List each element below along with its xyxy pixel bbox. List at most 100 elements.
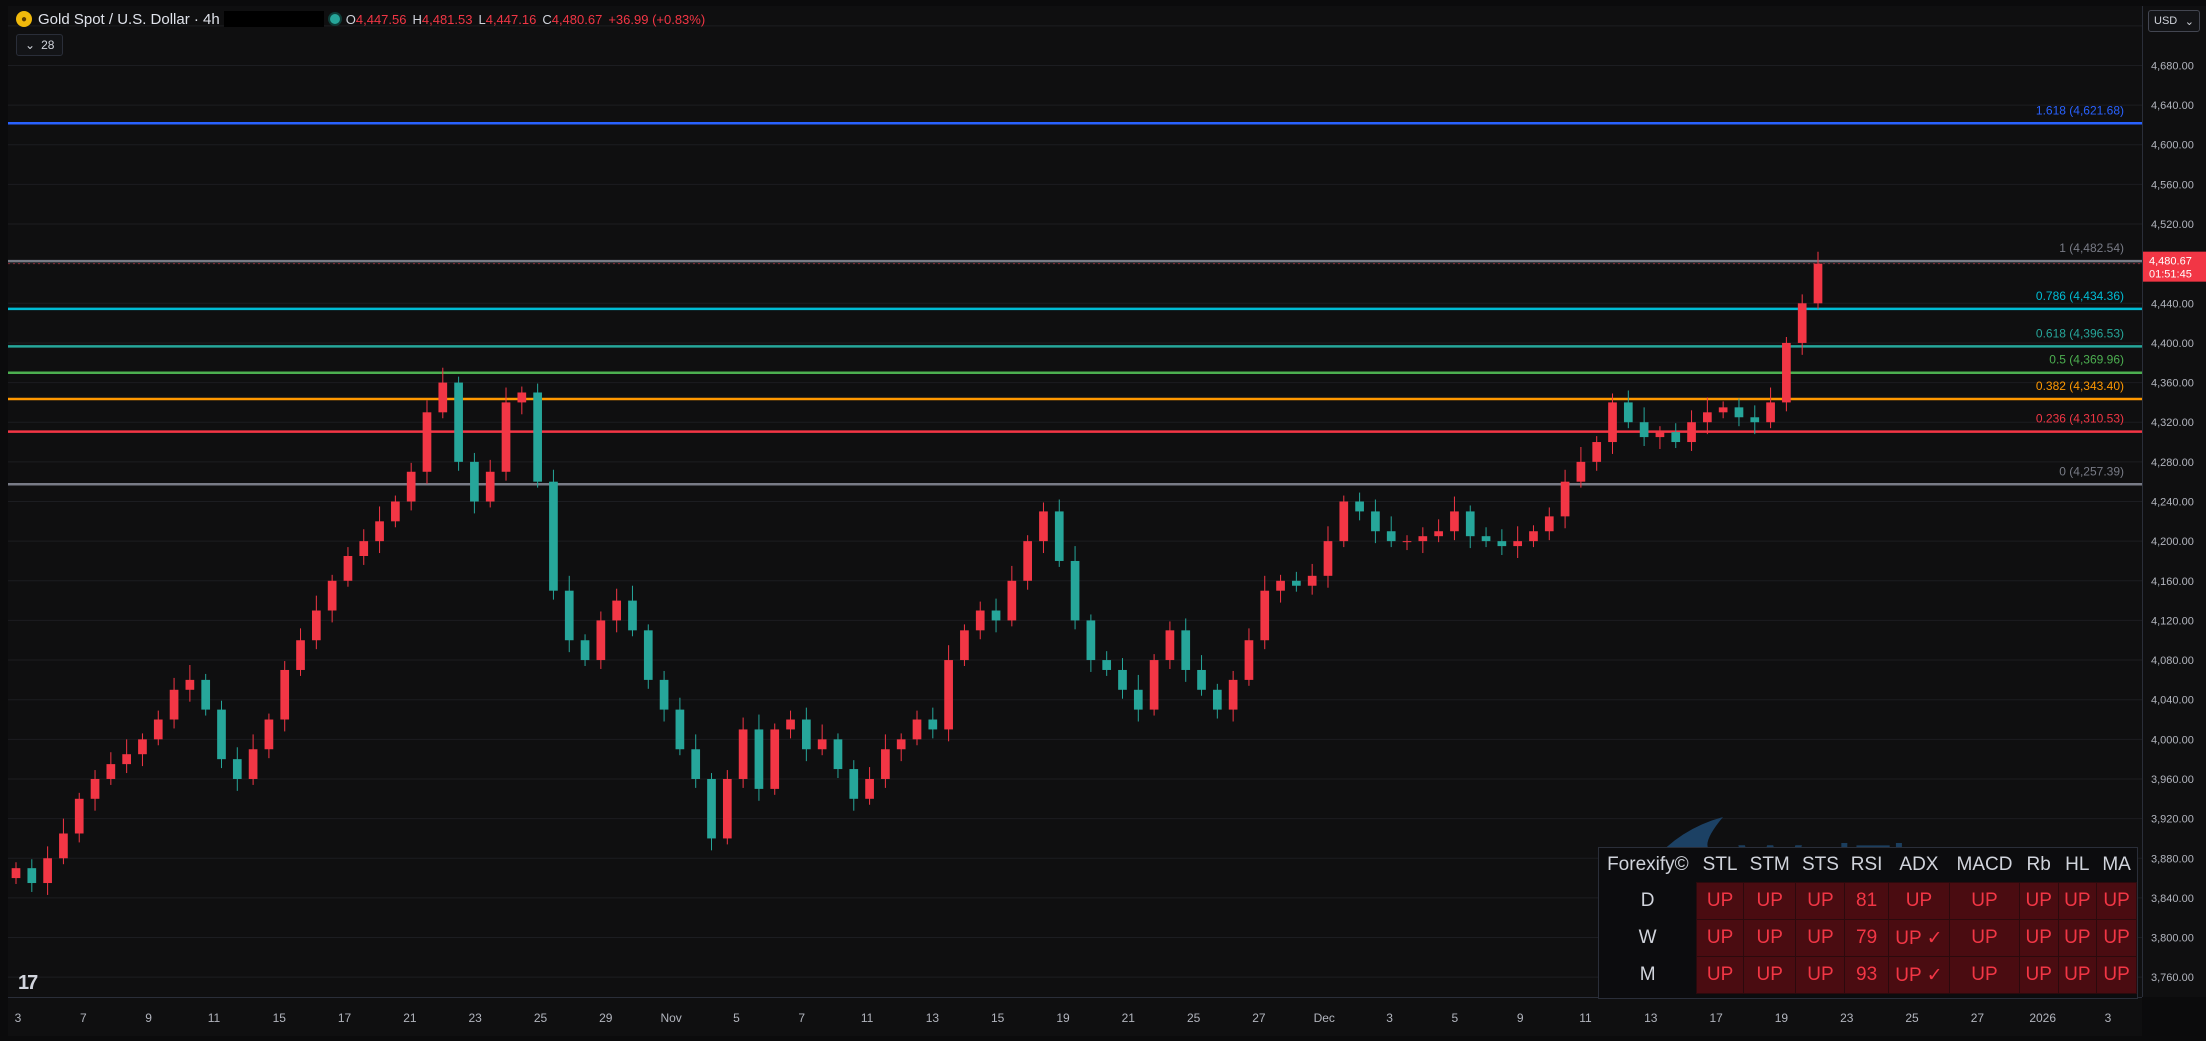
candle-body xyxy=(201,679,211,710)
price-tick-label: 4,640.00 xyxy=(2151,100,2194,112)
candle-body xyxy=(1292,580,1301,586)
table-cell: UP xyxy=(1742,919,1797,957)
candle-body xyxy=(327,580,337,611)
candle-body xyxy=(865,778,874,799)
candle-body xyxy=(153,719,163,740)
candle-body xyxy=(438,382,448,413)
table-cell: UP xyxy=(1696,956,1744,994)
candle-body xyxy=(375,521,384,542)
chart-pane[interactable]: 1.618 (4,621.68) 1 (4,482.54) 0.786 (4,434… xyxy=(8,6,2142,997)
chevron-down-icon: ⌄ xyxy=(25,38,36,52)
candle-body xyxy=(391,501,400,522)
candle-body xyxy=(786,719,795,730)
time-tick-label: 21 xyxy=(1122,1011,1136,1025)
candle-body xyxy=(1023,541,1032,581)
candle-body xyxy=(1639,422,1649,438)
table-cell: UP xyxy=(1949,919,2020,957)
redacted-area xyxy=(223,11,324,27)
fib-level-label: 1.618 (4,621.68) xyxy=(2036,103,2124,117)
price-axis[interactable]: 4,720.004,680.004,640.004,600.004,560.00… xyxy=(2142,6,2206,997)
candle-body xyxy=(1133,689,1143,710)
table-column-header: STM xyxy=(1749,854,1790,875)
candle-body xyxy=(659,679,669,710)
candle-body xyxy=(343,556,353,581)
fib-level-label: 1 (4,482.54) xyxy=(2059,241,2124,255)
candle-body xyxy=(1118,669,1127,690)
candle-body xyxy=(1750,417,1760,423)
symbol-legend[interactable]: ● Gold Spot / U.S. Dollar · 4h O4,447.56… xyxy=(16,10,705,28)
indicator-table: Forexify© STL STM STS RSI ADX MACD Rb HL MA D UP U… xyxy=(1598,847,2138,999)
table-cell: UP xyxy=(1795,919,1846,957)
table-column-header: STS xyxy=(1801,854,1839,875)
candle-body xyxy=(596,620,606,661)
candle-body xyxy=(185,679,195,690)
indicators-toggle-button[interactable]: ⌄ 28 xyxy=(16,34,64,56)
market-status-icon[interactable] xyxy=(329,14,340,24)
time-tick-label: 5 xyxy=(1452,1011,1459,1025)
candle-body xyxy=(1734,407,1744,418)
time-axis[interactable]: 3 7 9 11 15 17 21 23 25 29 Nov 5 7 11 13 15 19 21 25 27 Dec 3… xyxy=(8,997,2142,1036)
fib-level-label: 0.236 (4,310.53) xyxy=(2036,412,2124,426)
candle-body xyxy=(770,729,780,789)
close-value: 4,480.67 xyxy=(551,11,603,27)
table-cell: UP xyxy=(1795,882,1846,920)
candle-body xyxy=(106,764,116,779)
candle-body xyxy=(1450,511,1459,532)
candle-body xyxy=(722,778,732,839)
time-tick-label: 11 xyxy=(1579,1011,1592,1025)
table-cell: UP xyxy=(1696,882,1744,920)
time-tick-label: 9 xyxy=(145,1011,152,1025)
candle-body xyxy=(1307,575,1317,586)
time-axis-scale[interactable]: 3 7 9 11 15 17 21 23 25 29 Nov 5 7 11 13 15 19 21 25 27 Dec 3… xyxy=(8,998,2142,1036)
table-cell: UP xyxy=(2096,882,2137,920)
candle-body xyxy=(1513,541,1523,547)
candle-body xyxy=(896,739,906,750)
candle-body xyxy=(612,600,622,621)
table-cell: UP xyxy=(1949,956,2020,994)
candle-body xyxy=(1418,536,1428,542)
candle-body xyxy=(122,754,131,765)
price-chart[interactable]: 1.618 (4,621.68) 1 (4,482.54) 0.786 (4,434… xyxy=(8,6,2142,997)
symbol-title[interactable]: Gold Spot / U.S. Dollar · 4h xyxy=(38,10,220,28)
candle-body xyxy=(1481,536,1491,542)
table-cell: UP xyxy=(1949,882,2020,920)
timeframe-label: D xyxy=(1640,890,1655,911)
table-cell: UP xyxy=(2096,956,2137,994)
price-axis-scale[interactable]: 4,720.004,680.004,640.004,600.004,560.00… xyxy=(2143,6,2206,997)
candle-body xyxy=(1623,402,1633,423)
fib-level-label: 0.786 (4,434.36) xyxy=(2036,289,2124,303)
candle-body xyxy=(643,630,653,680)
time-tick-label: 23 xyxy=(469,1011,483,1025)
price-tick-label: 3,880.00 xyxy=(2151,853,2194,865)
price-tick-label: 4,240.00 xyxy=(2151,497,2194,509)
time-tick-label: 15 xyxy=(991,1011,1005,1025)
time-tick-label: 11 xyxy=(861,1011,874,1025)
table-column-header: ADX xyxy=(1899,854,1939,875)
tradingview-logo-icon[interactable]: 17 xyxy=(18,972,38,994)
time-tick-label: Dec xyxy=(1314,1011,1335,1025)
candle-body xyxy=(1323,541,1333,576)
candle-body xyxy=(27,868,37,884)
candle-body xyxy=(1276,580,1285,591)
currency-select[interactable]: USD ⌄ xyxy=(2148,10,2200,32)
price-tick-label: 4,280.00 xyxy=(2151,457,2194,469)
price-tick-label: 4,320.00 xyxy=(2151,417,2194,429)
candle-body xyxy=(169,689,179,720)
current-price-badge xyxy=(2143,251,2206,282)
candle-body xyxy=(232,759,242,779)
candle-body xyxy=(928,719,938,730)
candle-body xyxy=(675,709,685,750)
fib-level-label: 0.382 (4,343.40) xyxy=(2036,379,2124,393)
table-column-header: MACD xyxy=(1956,854,2013,875)
timeframe-label: M xyxy=(1639,964,1656,985)
price-tick-label: 4,600.00 xyxy=(2151,140,2194,152)
fib-level-label: 0 (4,257.39) xyxy=(2059,464,2124,478)
table-cell: UP xyxy=(1887,882,1951,920)
open-label: O xyxy=(345,11,356,27)
candle-body xyxy=(1197,669,1206,690)
high-label: H xyxy=(412,11,422,27)
table-cell: UP xyxy=(1742,956,1797,994)
time-tick-label: 7 xyxy=(80,1011,87,1025)
candle-body xyxy=(564,590,574,641)
